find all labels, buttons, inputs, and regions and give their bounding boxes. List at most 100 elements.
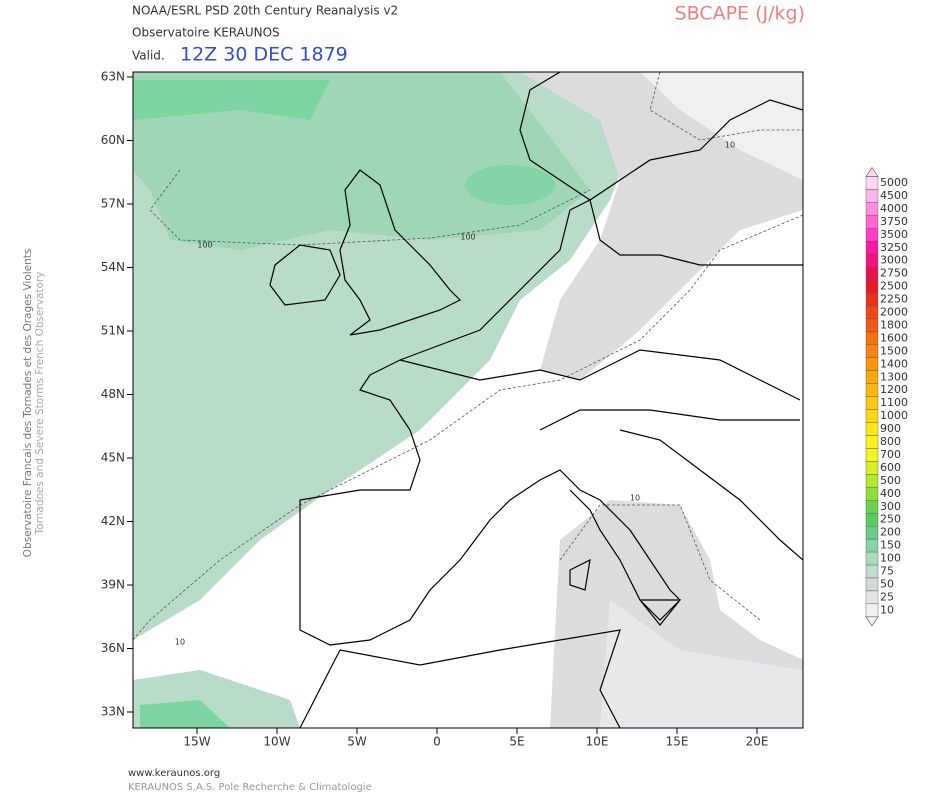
- colorbar-label: 3500: [880, 228, 908, 241]
- contour-label: 100: [197, 241, 212, 250]
- colorbar-label: 700: [880, 448, 901, 461]
- colorbar-swatch: [865, 461, 879, 475]
- lon-label: 15E: [666, 735, 689, 749]
- colorbar-label: 3750: [880, 215, 908, 228]
- colorbar-swatch: [865, 331, 879, 346]
- lat-label: 39N: [101, 578, 125, 592]
- lat-label: 36N: [101, 641, 125, 655]
- colorbar-label: 150: [880, 539, 901, 552]
- lat-label: 54N: [101, 260, 125, 274]
- colorbar-swatch: [865, 228, 879, 242]
- colorbar-swatch: [865, 590, 879, 605]
- colorbar-label: 50: [880, 577, 894, 590]
- coastline: [638, 599, 682, 626]
- colorbar-label: 5000: [880, 176, 908, 189]
- side-line: Tornadoes and Severe Storms French Obser…: [34, 272, 46, 536]
- colorbar-swatch: [865, 525, 879, 540]
- colorbar-arrow: [865, 616, 879, 627]
- colorbar-swatch: [865, 435, 879, 449]
- coastline: [339, 169, 462, 336]
- lon-label: 20E: [746, 735, 769, 749]
- colorbar-swatch: [865, 500, 879, 514]
- colorbar-swatch: [865, 538, 879, 553]
- map: [133, 72, 803, 728]
- lon-label: 5W: [347, 735, 367, 749]
- lat-label: 63N: [101, 70, 125, 84]
- colorbar-swatch: [865, 202, 879, 216]
- valid-time: 12Z 30 DEC 1879: [180, 44, 348, 66]
- coastline: [569, 199, 803, 266]
- contour-label: 100: [460, 233, 475, 242]
- colorbar-label: 600: [880, 461, 901, 474]
- valid-prefix: Valid.: [132, 49, 165, 63]
- colorbar-label: 200: [880, 526, 901, 539]
- colorbar-label: 1500: [880, 344, 908, 357]
- colorbar-label: 250: [880, 513, 901, 526]
- lat-label: 60N: [101, 133, 125, 147]
- coastline: [299, 629, 621, 728]
- colorbar-swatch: [865, 215, 879, 229]
- colorbar-swatch: [865, 370, 879, 384]
- footer-line: www.keraunos.org: [128, 768, 220, 779]
- colorbar-label: 2750: [880, 267, 908, 280]
- colorbar-swatch: [865, 487, 879, 501]
- colorbar-label: 1400: [880, 357, 908, 370]
- lon-label: 15W: [183, 735, 210, 749]
- colorbar-label: 2000: [880, 306, 908, 319]
- lon-label: 0: [433, 735, 441, 749]
- colorbar-swatch: [865, 254, 879, 268]
- lon-label: 10E: [586, 735, 609, 749]
- cape-area: [600, 600, 803, 728]
- colorbar-label: 25: [880, 590, 894, 603]
- contour-label: 10: [725, 141, 735, 150]
- colorbar-label: 400: [880, 487, 901, 500]
- colorbar-swatch: [865, 305, 879, 320]
- cape-area: [133, 80, 330, 120]
- colorbar-swatch: [865, 513, 879, 527]
- parameter: SBCAPE (J/kg): [675, 3, 805, 25]
- colorbar-swatch: [865, 344, 879, 359]
- lat-label: 45N: [101, 451, 125, 465]
- cape-area: [520, 72, 803, 380]
- colorbar-label: 4500: [880, 189, 908, 202]
- colorbar-swatch: [865, 448, 879, 462]
- lon-label: 10W: [263, 735, 290, 749]
- colorbar-label: 1300: [880, 370, 908, 383]
- colorbar-label: 300: [880, 500, 901, 513]
- colorbar-label: 1600: [880, 331, 908, 344]
- footer-line: KERAUNOS S.A.S. Pole Recherche & Climato…: [128, 782, 372, 793]
- lat-label: 57N: [101, 197, 125, 211]
- cape-area: [140, 700, 230, 728]
- colorbar-swatch: [865, 318, 879, 333]
- side-line: Observatoire Francais des Tornades et de…: [22, 249, 34, 558]
- colorbar-swatch: [865, 241, 879, 255]
- contour-label: 10: [175, 638, 185, 647]
- colorbar-swatch: [865, 176, 879, 190]
- colorbar-swatch: [865, 422, 879, 436]
- contour: [649, 72, 803, 141]
- colorbar-label: 3000: [880, 254, 908, 267]
- colorbar-swatch: [865, 292, 879, 307]
- colorbar-label: 3250: [880, 241, 908, 254]
- coastline: [619, 429, 803, 561]
- colorbar-swatch: [865, 577, 879, 592]
- border: [399, 349, 801, 431]
- colorbar-label: 1000: [880, 409, 908, 422]
- lon-label: 5E: [509, 735, 524, 749]
- colorbar-swatch: [865, 564, 879, 579]
- coastline: [299, 209, 681, 646]
- header-line: Observatoire KERAUNOS: [132, 26, 280, 40]
- colorbar-arrow: [865, 166, 879, 177]
- colorbar-label: 2250: [880, 293, 908, 306]
- contour-label: 10: [630, 494, 640, 503]
- colorbar-label: 1800: [880, 318, 908, 331]
- colorbar-label: 100: [880, 552, 901, 565]
- colorbar-swatch: [865, 383, 879, 397]
- coastline: [519, 72, 803, 201]
- colorbar-swatch: [865, 551, 879, 566]
- colorbar-swatch: [865, 409, 879, 423]
- lat-label: 42N: [101, 514, 125, 528]
- colorbar-label: 4000: [880, 202, 908, 215]
- colorbar-label: 1100: [880, 396, 908, 409]
